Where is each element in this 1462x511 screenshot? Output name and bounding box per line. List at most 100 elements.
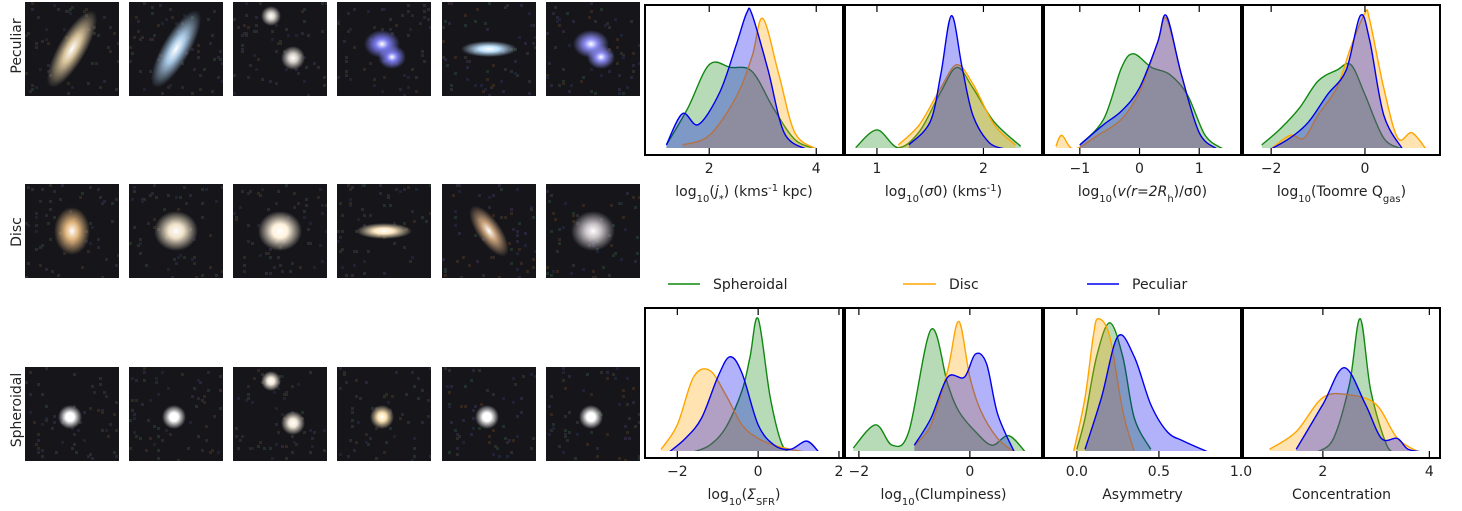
x-axis-label: log10(j*) (kms-1 kpc) [675, 183, 812, 205]
area-peculiar [1296, 367, 1425, 452]
x-axis-label: Concentration [1292, 487, 1391, 503]
galaxy-thumbnail-spheroidal-6 [546, 367, 640, 461]
area-disc [1055, 17, 1218, 150]
legend-label-peculiar: Peculiar [1132, 277, 1187, 293]
area-spheroidal [1261, 63, 1403, 149]
axes-frame [1242, 307, 1441, 459]
chart-panel-2: 1 2 log10(σ0) (kms-1) [844, 4, 1043, 205]
galaxy-thumbnail-spheroidal-2 [129, 367, 223, 461]
axes-frame [844, 307, 1043, 459]
svg-text:log10(j*) (kms-1 kpc): log10(j*) (kms-1 kpc) [675, 183, 812, 205]
galaxy-thumbnail-spheroidal-3 [233, 367, 327, 461]
area-disc [898, 64, 1016, 149]
galaxy-thumbnail-peculiar-4 [337, 2, 431, 96]
line-disc [1072, 318, 1135, 453]
tick-label: 4 [1425, 464, 1434, 480]
area-spheroidal [853, 328, 1026, 452]
x-axis-label: log10(Toomre Qgas) [1277, 184, 1406, 205]
line-peculiar [913, 352, 1015, 453]
legend-label-spheroidal: Spheroidal [713, 277, 788, 293]
area-disc [1271, 9, 1426, 149]
svg-text:log10(Clumpiness): log10(Clumpiness) [880, 487, 1006, 508]
axes-frame [644, 4, 844, 156]
tick-label: −2 [1261, 161, 1282, 177]
line-peculiar [1295, 366, 1425, 453]
galaxy-thumbnail-disc-1 [25, 184, 119, 278]
legend-label-disc: Disc [949, 277, 979, 293]
axes-frame [1242, 4, 1441, 156]
tick-label: 0 [754, 464, 763, 480]
svg-text:Asymmetry: Asymmetry [1102, 487, 1183, 503]
galaxy-thumbnail-spheroidal-5 [442, 367, 536, 461]
tick-label: 2 [705, 161, 714, 177]
line-spheroidal [665, 61, 817, 150]
svg-text:Concentration: Concentration [1292, 487, 1391, 503]
area-peculiar [666, 8, 806, 149]
line-spheroidal [693, 317, 795, 453]
chart-panel-5: −2 0 2 log10(ΣSFR) [644, 307, 844, 508]
svg-text:log10(σ0) (kms-1): log10(σ0) (kms-1) [885, 183, 1002, 205]
line-spheroidal [1261, 62, 1403, 150]
tick-label: −2 [849, 464, 870, 480]
tick-label: −2 [667, 464, 688, 480]
area-disc [682, 18, 817, 149]
tick-label: 1 [1195, 161, 1204, 177]
legend: Spheroidal Disc Peculiar [668, 277, 1187, 293]
galaxy-thumbnail-disc-4 [337, 184, 431, 278]
x-axis-label: log10(v(r=2Rh)/σ0) [1078, 184, 1207, 205]
galaxy-thumbnail-peculiar-1 [25, 2, 119, 96]
x-axis-label: log10(σ0) (kms-1) [885, 183, 1002, 205]
area-disc [914, 321, 1015, 452]
axes-frame [1043, 307, 1242, 459]
svg-text:log10(Toomre Qgas): log10(Toomre Qgas) [1277, 184, 1406, 205]
line-disc [1270, 9, 1427, 150]
axes-frame [844, 4, 1043, 156]
tick-label: 0 [965, 464, 974, 480]
chart-panel-4: −2 0 log10(Toomre Qgas) [1242, 4, 1441, 205]
line-disc [897, 63, 1016, 146]
line-peculiar [1270, 13, 1404, 150]
tick-label: −1 [1069, 161, 1090, 177]
line-peculiar [1084, 334, 1209, 453]
line-spheroidal [1317, 318, 1398, 453]
chart-panel-7: 0.0 0.5 1.0 Asymmetry [1043, 307, 1252, 503]
tick-label: 0 [1360, 161, 1369, 177]
galaxy-thumbnail-spheroidal-4 [337, 367, 431, 461]
area-spheroidal [666, 62, 817, 149]
svg-text:log10(v(r=2Rh)/σ0): log10(v(r=2Rh)/σ0) [1078, 184, 1207, 205]
tick-label: 2 [979, 161, 988, 177]
line-peculiar [665, 7, 806, 150]
x-axis-label: log10(Clumpiness) [880, 487, 1006, 508]
area-peculiar [1271, 14, 1403, 150]
tick-label: 4 [812, 161, 821, 177]
tick-label: 1.0 [1230, 464, 1252, 480]
galaxy-thumbnail-disc-6 [546, 184, 640, 278]
x-axis-label: log10(ΣSFR) [708, 487, 781, 508]
tick-label: 1 [872, 161, 881, 177]
chart-panel-3: −1 0 1 log10(v(r=2Rh)/σ0) [1043, 4, 1242, 205]
galaxy-thumbnail-disc-2 [129, 184, 223, 278]
x-axis-label: Asymmetry [1102, 487, 1183, 503]
galaxy-thumbnail-peculiar-5 [442, 2, 536, 96]
axes-frame [1043, 4, 1242, 156]
svg-text:log10(ΣSFR): log10(ΣSFR) [708, 487, 781, 508]
galaxy-thumbnail-peculiar-6 [546, 2, 640, 96]
chart-panel-6: −2 0 log10(Clumpiness) [844, 307, 1043, 508]
line-disc [913, 320, 1015, 453]
line-peculiar [908, 15, 1006, 150]
area-disc [661, 368, 807, 452]
tick-label: 2 [1318, 464, 1327, 480]
line-peculiar [668, 356, 820, 453]
axes-frame [644, 307, 844, 459]
galaxy-thumbnail-disc-3 [233, 184, 327, 278]
chart-panel-8: 2 4 Concentration [1242, 307, 1441, 503]
line-spheroidal [1079, 53, 1224, 150]
tick-label: 2 [834, 464, 843, 480]
galaxy-thumbnail-spheroidal-1 [25, 367, 119, 461]
area-peculiar [669, 356, 819, 452]
galaxy-thumbnail-disc-5 [442, 184, 536, 278]
tick-label: 0.5 [1148, 464, 1170, 480]
line-spheroidal [1076, 322, 1152, 450]
